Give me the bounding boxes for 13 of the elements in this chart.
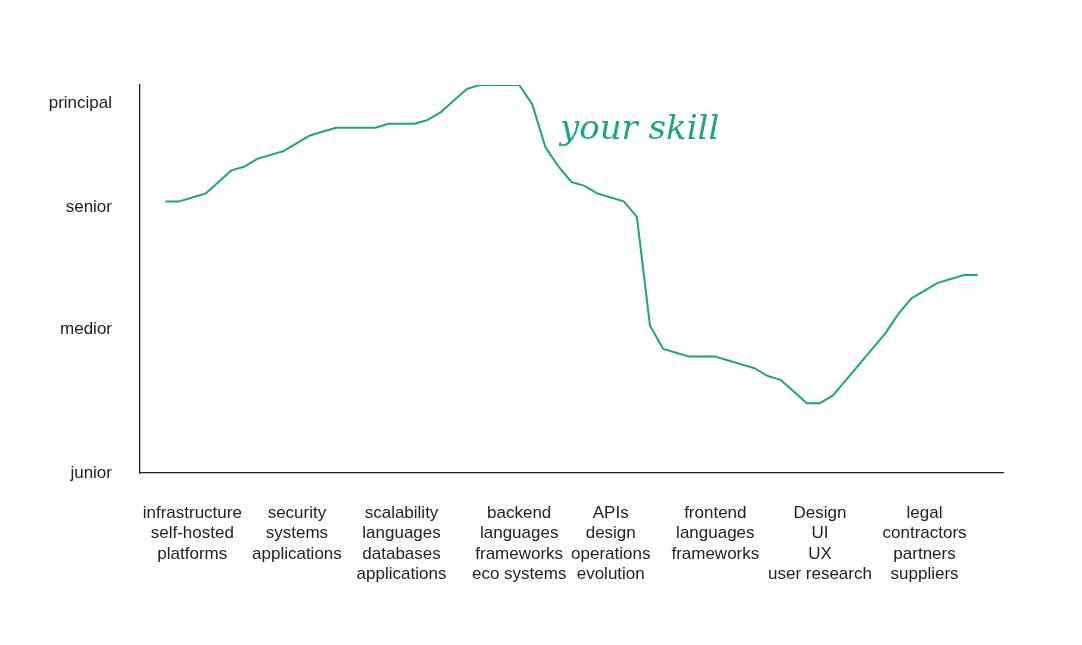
- text: junior: [69, 462, 113, 482]
- x-tick-label: frontend languages frameworks: [671, 502, 760, 563]
- x-tick-label: legal contractors partners suppliers: [882, 502, 967, 584]
- series-label: your skill: [557, 106, 720, 147]
- x-tick-label: APIs design operations evolution: [571, 502, 651, 584]
- text: principal: [48, 93, 112, 113]
- x-tick-label: security systems applications: [252, 502, 342, 563]
- x-tick-label: scalability languages databases applications: [356, 502, 447, 584]
- x-tick-label: Design UI UX user research: [767, 502, 872, 584]
- x-tick-label: backend languages frameworks eco systems: [471, 502, 567, 584]
- text: senior: [65, 196, 113, 216]
- x-tick-label: infrastructure self-hosted platforms: [142, 502, 242, 563]
- text: medior: [60, 318, 113, 338]
